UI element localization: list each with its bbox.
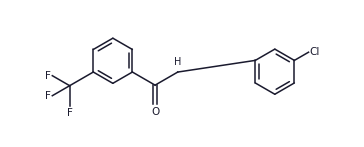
Text: F: F — [67, 108, 72, 118]
Text: F: F — [45, 91, 51, 101]
Text: H: H — [174, 57, 182, 67]
Text: O: O — [151, 107, 159, 117]
Text: Cl: Cl — [310, 47, 320, 57]
Text: F: F — [45, 71, 51, 81]
